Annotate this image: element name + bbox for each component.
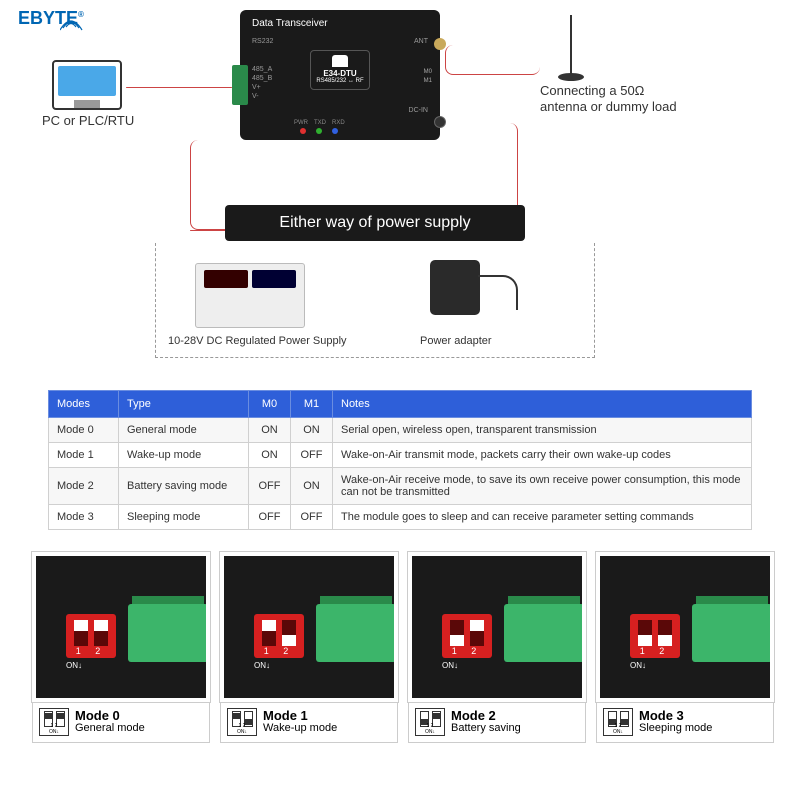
mode-legend: 1 2ON↓ Mode 1Wake-up mode xyxy=(220,702,398,743)
device-emblem: E34-DTURS485/232 ↔ RF xyxy=(310,50,370,90)
terminal-icon xyxy=(504,604,584,662)
transceiver-device: Data Transceiver RS232 485_A 485_B V+ V-… xyxy=(240,10,440,140)
terminal-icon xyxy=(316,604,396,662)
mode-card-3: 1 2 ON↓ 1 2ON↓ Mode 3Sleeping mode xyxy=(596,552,774,743)
mode-label: Mode 0General mode xyxy=(75,710,145,734)
th-m1: M1 xyxy=(291,391,333,418)
adapter-cord xyxy=(478,275,518,310)
dip-switch-icon: 1 2 xyxy=(442,614,492,658)
device-title: Data Transceiver xyxy=(240,10,440,37)
port-rs232: RS232 xyxy=(252,38,273,45)
device-leds xyxy=(300,128,338,134)
th-type: Type xyxy=(119,391,249,418)
port-ant: ANT xyxy=(414,38,428,45)
dip-switch-icon: 1 2 xyxy=(630,614,680,658)
table-header-row: Modes Type M0 M1 Notes xyxy=(49,391,752,418)
mode-label: Mode 2Battery saving xyxy=(451,710,521,734)
wire-antenna xyxy=(445,45,540,75)
table-row: Mode 2Battery saving modeOFFONWake-on-Ai… xyxy=(49,468,752,505)
port-vplus: V+ xyxy=(252,84,261,91)
regulated-psu-icon xyxy=(195,263,305,328)
mode-photo: 1 2 ON↓ xyxy=(408,552,586,702)
dcin-jack xyxy=(434,116,446,128)
antenna-label: Connecting a 50Ωantenna or dummy load xyxy=(540,83,677,115)
terminal-icon xyxy=(128,604,208,662)
legend-dip-icon: 1 2ON↓ xyxy=(603,708,633,736)
power-banner: Either way of power supply xyxy=(225,205,525,241)
mode-label: Mode 3Sleeping mode xyxy=(639,710,712,734)
mode-pins: M0M1 xyxy=(424,68,432,86)
mode-label: Mode 1Wake-up mode xyxy=(263,710,337,734)
table-row: Mode 1Wake-up modeONOFFWake-on-Air trans… xyxy=(49,443,752,468)
port-485b: 485_B xyxy=(252,75,272,82)
port-dcin: DC-IN xyxy=(409,107,428,114)
mode-card-0: 1 2 ON↓ 1 2ON↓ Mode 0General mode xyxy=(32,552,210,743)
mode-card-2: 1 2 ON↓ 1 2ON↓ Mode 2Battery saving xyxy=(408,552,586,743)
mode-legend: 1 2ON↓ Mode 2Battery saving xyxy=(408,702,586,743)
port-vminus: V- xyxy=(252,93,259,100)
mode-photo: 1 2 ON↓ xyxy=(220,552,398,702)
mode-photo: 1 2 ON↓ xyxy=(596,552,774,702)
ant-connector xyxy=(434,38,446,50)
psu-label: 10-28V DC Regulated Power Supply xyxy=(168,335,347,347)
dip-switch-icon: 1 2 xyxy=(254,614,304,658)
adapter-label: Power adapter xyxy=(420,335,492,347)
pc-label: PC or PLC/RTU xyxy=(42,113,134,128)
legend-dip-icon: 1 2ON↓ xyxy=(227,708,257,736)
led-labels: PWRTXDRXD xyxy=(294,120,345,126)
dip-switch-icon: 1 2 xyxy=(66,614,116,658)
power-adapter-icon xyxy=(430,260,480,315)
terminal-block xyxy=(232,65,248,105)
modes-table: Modes Type M0 M1 Notes Mode 0General mod… xyxy=(48,390,752,530)
terminal-icon xyxy=(692,604,772,662)
legend-dip-icon: 1 2ON↓ xyxy=(415,708,445,736)
mode-card-1: 1 2 ON↓ 1 2ON↓ Mode 1Wake-up mode xyxy=(220,552,398,743)
table-row: Mode 0General modeONONSerial open, wirel… xyxy=(49,418,752,443)
table-row: Mode 3Sleeping modeOFFOFFThe module goes… xyxy=(49,505,752,530)
connection-diagram: PC or PLC/RTU Data Transceiver RS232 485… xyxy=(0,5,800,385)
legend-dip-icon: 1 2ON↓ xyxy=(39,708,69,736)
th-notes: Notes xyxy=(333,391,752,418)
th-m0: M0 xyxy=(249,391,291,418)
mode-legend: 1 2ON↓ Mode 0General mode xyxy=(32,702,210,743)
port-485a: 485_A xyxy=(252,66,272,73)
mode-photo: 1 2 ON↓ xyxy=(32,552,210,702)
pc-icon xyxy=(52,60,122,110)
th-modes: Modes xyxy=(49,391,119,418)
mode-cards-row: 1 2 ON↓ 1 2ON↓ Mode 0General mode 1 2 ON… xyxy=(32,552,768,743)
mode-legend: 1 2ON↓ Mode 3Sleeping mode xyxy=(596,702,774,743)
wire-pc xyxy=(126,87,232,88)
